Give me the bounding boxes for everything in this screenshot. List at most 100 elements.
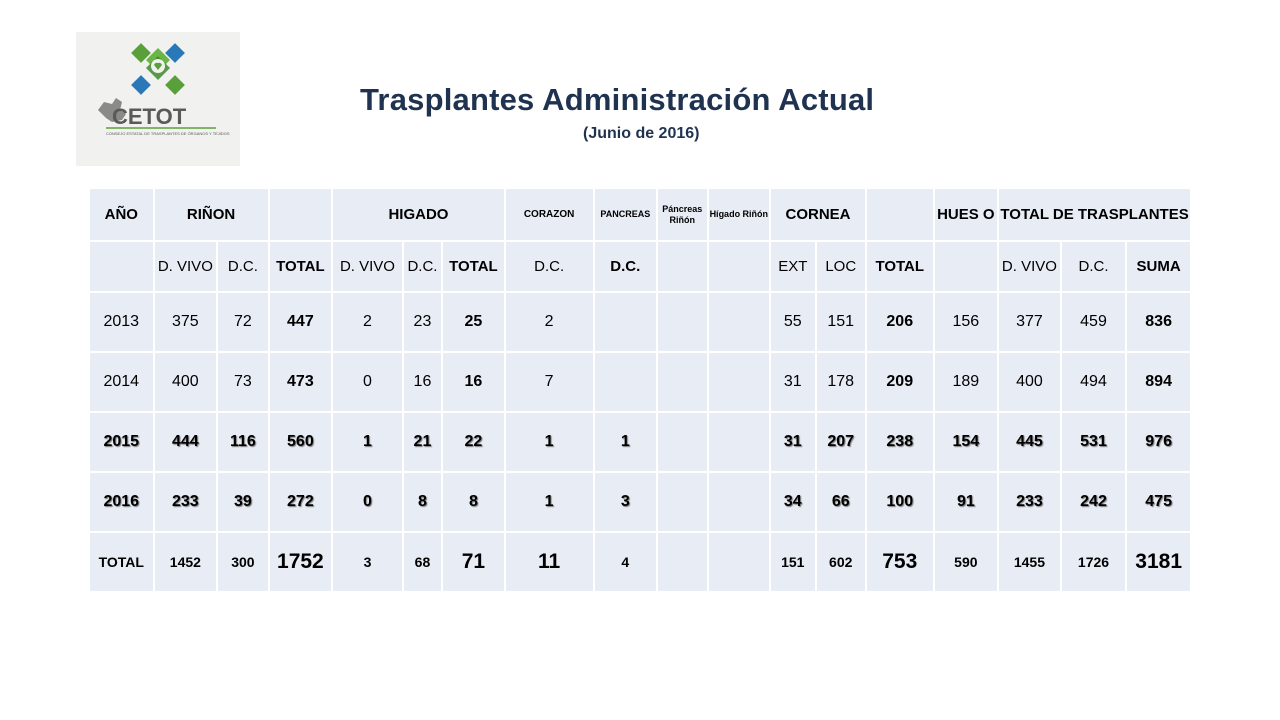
table-row-2016: 2016 233 39 272 0 8 8 1 3 34 66 100 91 2… (88, 471, 1192, 533)
table-cell: 3 (331, 531, 404, 593)
subheader-cell: TOTAL (864, 240, 935, 293)
table-cell (656, 471, 709, 533)
subheader-cell: D. VIVO (152, 240, 219, 293)
header-hueso: HUES O (932, 187, 1000, 242)
header-total-trasplantes: TOTAL DE TRASPLANTES (997, 187, 1192, 242)
subheader-cell: EXT (769, 240, 817, 293)
table-cell: 21 (401, 411, 444, 473)
table-cell: 444 (152, 411, 219, 473)
table-cell: 151 (769, 531, 817, 593)
table-cell: 151 (814, 291, 867, 353)
table-cell: 206 (864, 291, 935, 353)
table-cell: 0 (331, 471, 404, 533)
table-cell: 3 (592, 471, 659, 533)
subheader-cell: D.C. (592, 240, 659, 293)
table-cell: 447 (267, 291, 334, 353)
table-cell: 11 (503, 531, 595, 593)
table-cell: 7 (503, 351, 595, 413)
header-cornea: CORNEA (769, 187, 867, 242)
table-cell: 154 (932, 411, 1000, 473)
table-cell: 0 (331, 351, 404, 413)
table-cell: 2 (503, 291, 595, 353)
header-empty-1 (267, 187, 334, 242)
table-cell: 116 (216, 411, 270, 473)
subheader-cell: SUMA (1125, 240, 1192, 293)
table-cell: 300 (216, 531, 270, 593)
table-cell (706, 471, 772, 533)
table-cell: 473 (267, 351, 334, 413)
table-cell: 66 (814, 471, 867, 533)
subheader-cell: LOC (814, 240, 867, 293)
table-cell: 459 (1059, 291, 1128, 353)
subheader-cell: D.C. (401, 240, 444, 293)
table-cell: 2013 (88, 291, 155, 353)
table-cell: 494 (1059, 351, 1128, 413)
subheader-cell: TOTAL (267, 240, 334, 293)
table-cell: 377 (997, 291, 1062, 353)
table-cell: 2014 (88, 351, 155, 413)
table-cell: 1 (331, 411, 404, 473)
subheader-cell: TOTAL (441, 240, 506, 293)
table-cell: 34 (769, 471, 817, 533)
table-row-total: TOTAL 1452 300 1752 3 68 71 11 4 151 602… (88, 531, 1192, 593)
header-row-2: D. VIVO D.C. TOTAL D. VIVO D.C. TOTAL D.… (88, 240, 1192, 293)
table-cell: TOTAL (88, 531, 155, 593)
table-cell: 16 (441, 351, 506, 413)
table-cell (706, 531, 772, 593)
table-cell: 602 (814, 531, 867, 593)
header-pancreas-rinon: Páncreas Riñón (656, 187, 709, 242)
table-cell: 2 (331, 291, 404, 353)
table-cell: 560 (267, 411, 334, 473)
table-cell (592, 291, 659, 353)
table-cell: 2015 (88, 411, 155, 473)
table-cell: 72 (216, 291, 270, 353)
table-cell: 233 (152, 471, 219, 533)
table-cell: 71 (441, 531, 506, 593)
table-cell: 2016 (88, 471, 155, 533)
table-cell: 22 (441, 411, 506, 473)
logo-wordmark: CETOT (112, 104, 187, 129)
table-cell: 233 (997, 471, 1062, 533)
table-cell: 1 (503, 411, 595, 473)
table-cell: 753 (864, 531, 935, 593)
table-cell: 68 (401, 531, 444, 593)
table-cell: 156 (932, 291, 1000, 353)
table-cell: 8 (401, 471, 444, 533)
table-cell: 189 (932, 351, 1000, 413)
subheader-cell (932, 240, 1000, 293)
table-cell: 475 (1125, 471, 1192, 533)
table-cell: 31 (769, 411, 817, 473)
table-cell: 100 (864, 471, 935, 533)
table-row-2014: 2014 400 73 473 0 16 16 7 31 178 209 189… (88, 351, 1192, 413)
header-anio: AÑO (88, 187, 155, 242)
table-cell: 1752 (267, 531, 334, 593)
cetot-logo: CETOT CONSEJO ESTATAL DE TRASPLANTES DE … (76, 32, 240, 166)
table-cell (656, 531, 709, 593)
subheader-cell: D.C. (216, 240, 270, 293)
subheader-cell: D. VIVO (331, 240, 404, 293)
header-higado: HIGADO (331, 187, 506, 242)
table-cell: 1726 (1059, 531, 1128, 593)
table-cell (706, 291, 772, 353)
table-cell: 400 (997, 351, 1062, 413)
subheader-cell (706, 240, 772, 293)
table-cell: 590 (932, 531, 1000, 593)
header-row-1: AÑO RIÑON HIGADO CORAZON PANCREAS Páncre… (88, 187, 1192, 242)
table-cell (656, 351, 709, 413)
table-cell (656, 291, 709, 353)
subheader-cell: D. VIVO (997, 240, 1062, 293)
table-cell (656, 411, 709, 473)
header-rinon: RIÑON (152, 187, 270, 242)
table-cell: 400 (152, 351, 219, 413)
table-cell: 1452 (152, 531, 219, 593)
table-cell: 209 (864, 351, 935, 413)
table-cell: 25 (441, 291, 506, 353)
page-subtitle: (Junio de 2016) (583, 125, 700, 142)
table-cell: 445 (997, 411, 1062, 473)
header-empty-2 (864, 187, 935, 242)
table-cell: 23 (401, 291, 444, 353)
table-cell: 39 (216, 471, 270, 533)
table-cell: 31 (769, 351, 817, 413)
table-cell: 531 (1059, 411, 1128, 473)
table-cell: 4 (592, 531, 659, 593)
